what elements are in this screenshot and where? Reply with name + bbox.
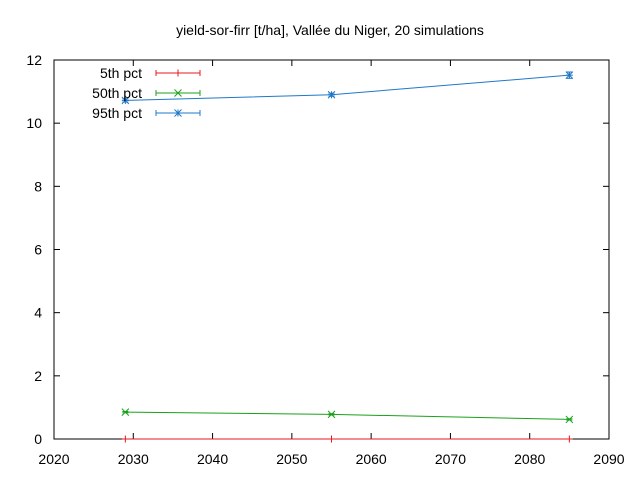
series-5th-pct [121,435,573,443]
x-tick-label: 2090 [593,451,624,467]
x-tick-label: 2040 [197,451,228,467]
marker-stroke [121,408,130,417]
marker-stroke [327,410,336,419]
data-point [327,410,336,419]
legend-item: 95th pct [92,105,201,121]
data-point [121,96,130,105]
axes: 2020 2030 2040 2050 2060 2070 2080 2090 0 2 4 6 8 10 1… [26,52,624,467]
x-tick-label: 2050 [276,451,307,467]
marker-stroke [174,89,182,97]
y-tick-label: 12 [26,52,42,68]
legend-label: 95th pct [92,105,142,121]
series-50th-pct [121,408,574,424]
y-tick-label: 8 [34,178,42,194]
legend-marker [174,69,182,77]
x-tick-label: 2020 [38,451,69,467]
series-line [125,74,570,101]
x-tick-label: 2080 [514,451,545,467]
legend-label: 50th pct [92,85,142,101]
series-layer [121,71,574,443]
x-tick-label: 2070 [435,451,466,467]
data-point [565,71,574,80]
data-point [565,435,573,443]
legend-item: 5th pct [100,65,201,81]
legend-label: 5th pct [100,65,142,81]
y-tick-label: 6 [34,242,42,258]
data-point [565,415,574,424]
series-line [125,411,570,420]
x-tick-label: 2060 [356,451,387,467]
marker-stroke [565,71,574,80]
legend: 5th pct 50th pct 95th pct [92,65,201,121]
y-tick-label: 4 [34,305,42,321]
legend-marker [174,89,182,97]
x-tick-label: 2030 [118,451,149,467]
data-point [327,90,336,99]
marker-stroke [565,415,574,424]
y-tick-label: 10 [26,115,42,131]
series-95th-pct [121,71,574,105]
y-tick-label: 0 [34,431,42,447]
legend-item: 50th pct [92,85,201,101]
data-point [121,435,129,443]
marker-stroke [327,90,336,99]
chart-title: yield-sor-firr [t/ha], Vallée du Niger, … [176,22,484,38]
data-point [328,435,335,443]
marker-stroke [174,109,182,117]
marker-stroke [121,96,130,105]
data-point [121,408,130,417]
legend-marker [174,109,182,117]
y-tick-label: 2 [34,368,42,384]
